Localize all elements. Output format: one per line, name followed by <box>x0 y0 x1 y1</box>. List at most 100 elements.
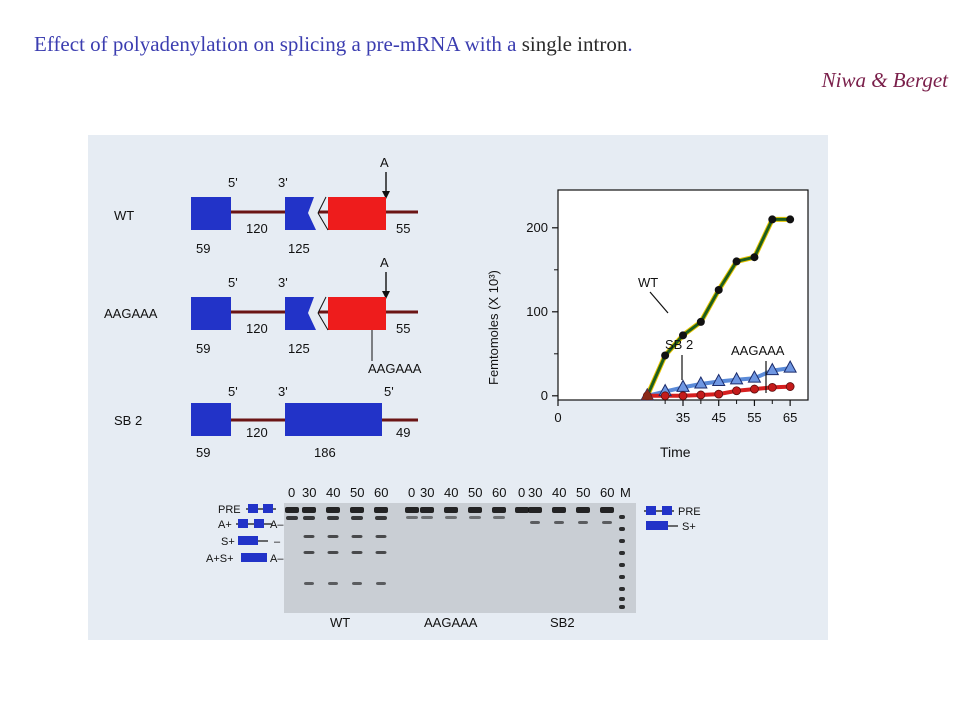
construct-aagaaa-polya-arrowhead <box>382 291 390 299</box>
construct-wt-exon2b <box>328 197 386 230</box>
gel-band <box>327 551 339 554</box>
gel-band <box>375 551 387 554</box>
gel-lane-aagaaa-40: 40 <box>444 485 458 500</box>
construct-sb2-exon2-length: 186 <box>314 445 336 460</box>
gel-band <box>528 507 542 513</box>
chart-point-sb2 <box>694 375 708 389</box>
gel-label-a-plus: A+ <box>218 519 232 531</box>
chart-y-tick-label: 100 <box>526 304 548 319</box>
gel-band <box>326 507 340 513</box>
gel-lane-sb2-50: 50 <box>576 485 590 500</box>
gel-band <box>619 563 625 567</box>
gel-label-dash: – <box>274 536 281 548</box>
construct-sb2-tail-length: 49 <box>396 425 410 440</box>
gel-band <box>576 507 590 513</box>
gel-band <box>492 507 506 513</box>
construct-wt-tail-length: 55 <box>396 221 410 236</box>
time-course-chart: 0 35 45 55 65 0 100 200 Time Femtomoles (X 10³)… <box>486 189 809 460</box>
chart-point-wt <box>732 257 741 266</box>
gel-band <box>445 516 457 519</box>
gel-band <box>619 597 625 601</box>
chart-x-tick-label: 0 <box>554 410 561 425</box>
gel-s-plus-schematic <box>238 536 268 545</box>
gel-band <box>619 539 625 543</box>
gel-label-s-plus-right: S+ <box>682 521 696 533</box>
chart-point-aagaaa <box>678 391 688 401</box>
gel-lane-sb2-30: 30 <box>528 485 542 500</box>
construct-aagaaa-3prime: 3' <box>278 275 288 290</box>
chart-x-tick-label: 45 <box>711 410 725 425</box>
construct-wt-exon1-length: 59 <box>196 241 210 256</box>
chart-point-aagaaa <box>714 389 724 399</box>
gel-band <box>619 515 625 519</box>
gel-label-pre-left: PRE <box>218 504 241 516</box>
gel-s-plus-schematic-right <box>646 521 678 530</box>
gel-group-sb2: SB2 <box>550 615 575 630</box>
chart-point-sb2 <box>783 360 797 373</box>
gel-band <box>351 516 363 520</box>
chart-point-origin <box>641 388 654 400</box>
chart-point-wt <box>786 215 795 224</box>
construct-aagaaa-break-edge <box>317 296 327 314</box>
gel-lane-marker: M <box>620 485 631 500</box>
construct-aagaaa-exon1 <box>191 297 231 330</box>
gel-band <box>303 551 315 554</box>
construct-sb2-exon1 <box>191 403 231 436</box>
construct-aagaaa-exon2-length: 125 <box>288 341 310 356</box>
gel-band <box>328 582 338 585</box>
gel-band <box>285 507 299 513</box>
gel-band <box>530 521 540 524</box>
gel-lane-sb2-60: 60 <box>600 485 614 500</box>
construct-wt-exon1 <box>191 197 231 230</box>
chart-point-sb2 <box>711 373 726 387</box>
construct-aagaaa-intron-length: 120 <box>246 321 268 336</box>
construct-aagaaa-tail-length: 55 <box>396 321 410 336</box>
chart-annotation-sb2: SB 2 <box>665 337 693 352</box>
gel-band <box>327 516 339 520</box>
gel-band <box>374 507 388 513</box>
gel-a-s-plus-schematic <box>241 553 267 562</box>
gel-band <box>327 535 339 538</box>
gel-lane-aagaaa-50: 50 <box>468 485 482 500</box>
gel-lane-wt-40: 40 <box>326 485 340 500</box>
construct-sb2-label: SB 2 <box>114 413 142 428</box>
chart-points <box>640 215 797 401</box>
gel-lane-wt-0: 0 <box>288 485 295 500</box>
gel-band <box>469 516 481 519</box>
construct-wt-polya-label: A <box>380 155 389 170</box>
gel-band <box>619 605 625 609</box>
gel-lane-wt-60: 60 <box>374 485 388 500</box>
gel-band <box>406 516 418 519</box>
gel-lane-sb2-0: 0 <box>518 485 525 500</box>
chart-point-wt <box>661 351 670 360</box>
chart-x-axis-label: Time <box>660 444 691 460</box>
construct-sb2-5prime-b: 5' <box>384 384 394 399</box>
title-part-1: Effect of polyadenylation on splicing a … <box>34 32 517 56</box>
gel-band <box>444 507 458 513</box>
gel-band <box>421 516 433 519</box>
gel-band <box>515 507 529 513</box>
gel-band <box>303 535 315 538</box>
gel-band <box>302 507 316 513</box>
chart-ticks: 0 35 45 55 65 0 100 200 <box>526 220 797 425</box>
chart-x-tick-label: 55 <box>747 410 761 425</box>
gel-band <box>376 582 386 585</box>
gel-figure: 0 30 40 50 60 0 30 40 50 60 0 30 40 50 6… <box>206 485 701 630</box>
construct-aagaaa-break-edge <box>317 312 329 331</box>
gel-band <box>602 521 612 524</box>
chart-point-sb2 <box>765 362 780 376</box>
chart-point-wt <box>750 253 759 262</box>
gel-group-wt: WT <box>330 615 350 630</box>
gel-a-plus-schematic <box>236 519 272 528</box>
chart-annotation-aagaaa: AAGAAA <box>731 343 785 358</box>
construct-sb2-intron-length: 120 <box>246 425 268 440</box>
gel-band <box>375 516 387 520</box>
chart-point-sb2 <box>747 370 762 383</box>
gel-bands <box>285 507 625 609</box>
gel-label-a-minus-2: A– <box>270 553 284 565</box>
construct-wt-intron-length: 120 <box>246 221 268 236</box>
gel-band <box>286 516 298 520</box>
construct-sb2-exon1-length: 59 <box>196 445 210 460</box>
gel-band <box>304 582 314 585</box>
chart-point-aagaaa <box>767 382 777 392</box>
